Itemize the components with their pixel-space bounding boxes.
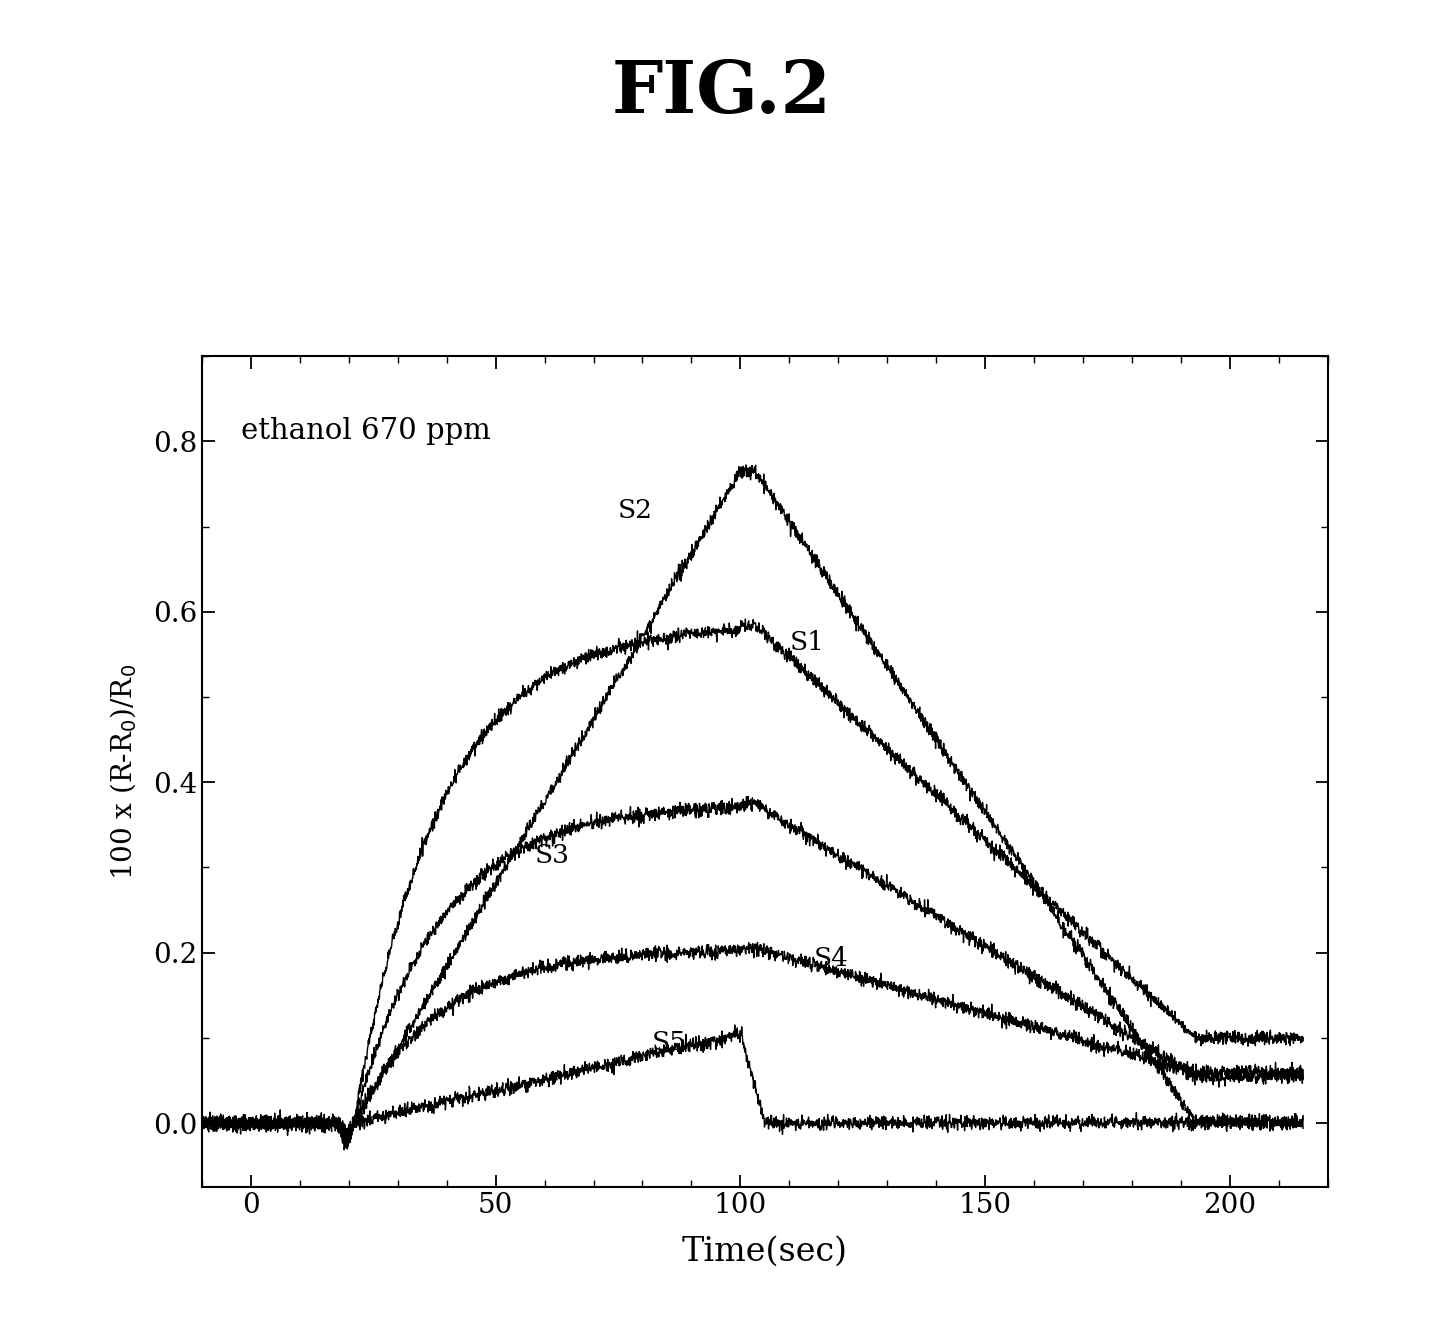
Text: S5: S5 (652, 1030, 687, 1055)
Text: S4: S4 (814, 946, 848, 971)
Text: S1: S1 (789, 630, 824, 656)
Text: FIG.2: FIG.2 (612, 57, 831, 128)
Text: S2: S2 (618, 499, 654, 524)
Text: ethanol 670 ppm: ethanol 670 ppm (241, 417, 491, 446)
Y-axis label: 100 x (R-R$_0$)/R$_0$: 100 x (R-R$_0$)/R$_0$ (108, 663, 139, 880)
X-axis label: Time(sec): Time(sec) (681, 1236, 848, 1268)
Text: S3: S3 (535, 843, 570, 868)
